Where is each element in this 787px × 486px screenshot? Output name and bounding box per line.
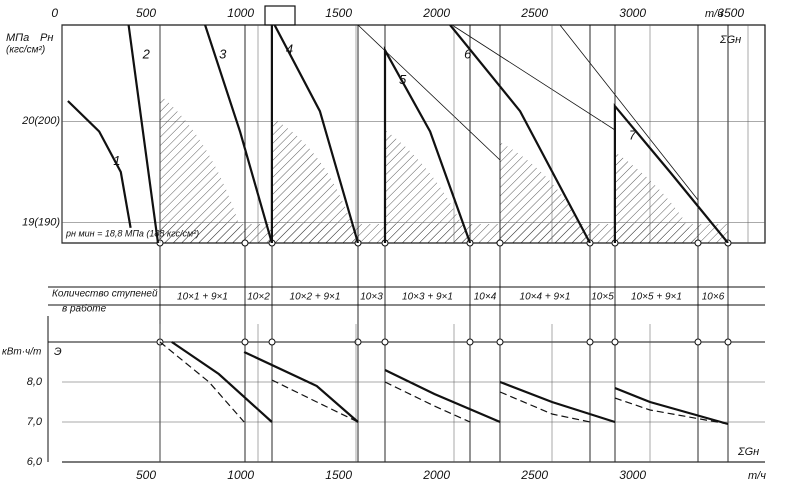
stage-label: 10×5 [591, 292, 614, 303]
series-label: 2 [142, 46, 151, 61]
series-group [67, 25, 729, 243]
x-label: ΣGн [737, 446, 759, 458]
y-unit: кВт·ч/т [2, 347, 41, 358]
node [466, 338, 474, 346]
node [241, 338, 249, 346]
x-tick-label: 500 [136, 6, 156, 20]
node [694, 338, 702, 346]
table-header: в работе [62, 303, 107, 315]
x-tick-label: 2000 [422, 6, 450, 20]
stage-label: 10×3 + 9×1 [402, 292, 453, 303]
x-unit: т/ч [748, 470, 766, 482]
y-tick-label: 8,0 [27, 376, 43, 388]
line [270, 25, 360, 243]
node [496, 239, 504, 247]
y-tick-label: 7,0 [27, 416, 43, 428]
x-label: ΣGн [719, 34, 741, 46]
y-unit: МПа [6, 32, 29, 44]
node [354, 338, 362, 346]
series-label: 4 [286, 41, 293, 56]
y-tick-label: 20(200) [21, 115, 60, 127]
x-tick-label: 3000 [619, 468, 646, 482]
stage-label: 10×2 [247, 292, 270, 303]
x-tick-label: 1000 [227, 468, 254, 482]
node [694, 239, 702, 247]
x-tick-label: 1000 [227, 6, 254, 20]
stage-label: 10×4 [474, 292, 497, 303]
stage-label: 10×6 [702, 292, 725, 303]
x-tick-label: 1500 [325, 468, 352, 482]
series-label: 3 [219, 46, 227, 61]
line [159, 341, 729, 425]
line [613, 103, 729, 243]
thin-lines [357, 24, 699, 201]
x-tick-label: 1500 [325, 6, 352, 20]
x-tick-label: 0 [51, 6, 58, 20]
table-header: Количество ступеней [52, 289, 158, 300]
stage-label: 10×1 + 9×1 [177, 292, 228, 303]
x-tick-label: 2500 [520, 468, 548, 482]
stage-label: 10×2 + 9×1 [290, 292, 341, 303]
node [268, 338, 276, 346]
annotation: pн мин = 18,8 МПа (188 кгс/см²) [65, 228, 199, 238]
top-box [264, 5, 296, 26]
y-label: Э [54, 346, 62, 358]
stage-label: 10×4 + 9×1 [520, 292, 571, 303]
series-label: 1 [113, 153, 120, 168]
hatched-regions [160, 95, 728, 243]
series-group [159, 341, 729, 426]
series-label: 6 [464, 46, 472, 61]
x-tick-label: 3500 [717, 6, 744, 20]
stage-label: 10×5 + 9×1 [631, 292, 682, 303]
series-label: 7 [629, 128, 637, 143]
node [586, 338, 594, 346]
line [67, 100, 132, 228]
x-tick-label: 500 [136, 468, 156, 482]
series-label: 5 [399, 72, 407, 87]
x-unit: т/ч [705, 8, 723, 20]
node [611, 338, 619, 346]
node [241, 239, 249, 247]
y-tick-label: 6,0 [27, 456, 43, 468]
y-label: Pн [40, 32, 53, 44]
line [449, 25, 591, 243]
stage-label: 10×3 [360, 292, 383, 303]
line [204, 25, 273, 243]
line [127, 25, 160, 243]
x-tick-label: 2500 [520, 6, 548, 20]
x-tick-label: 3000 [619, 6, 646, 20]
line [171, 341, 729, 426]
node [724, 338, 732, 346]
y-tick-label: 19(190) [22, 217, 60, 229]
x-tick-label: 2000 [422, 468, 450, 482]
node [381, 338, 389, 346]
line [383, 46, 472, 243]
y-unit-alt: (кгс/см²) [6, 45, 45, 56]
node [496, 338, 504, 346]
plot-layer: 10×1 + 9×1 10×2 10×2 + 9×1 10×3 10×3 + 9×1 10… [21, 6, 765, 482]
